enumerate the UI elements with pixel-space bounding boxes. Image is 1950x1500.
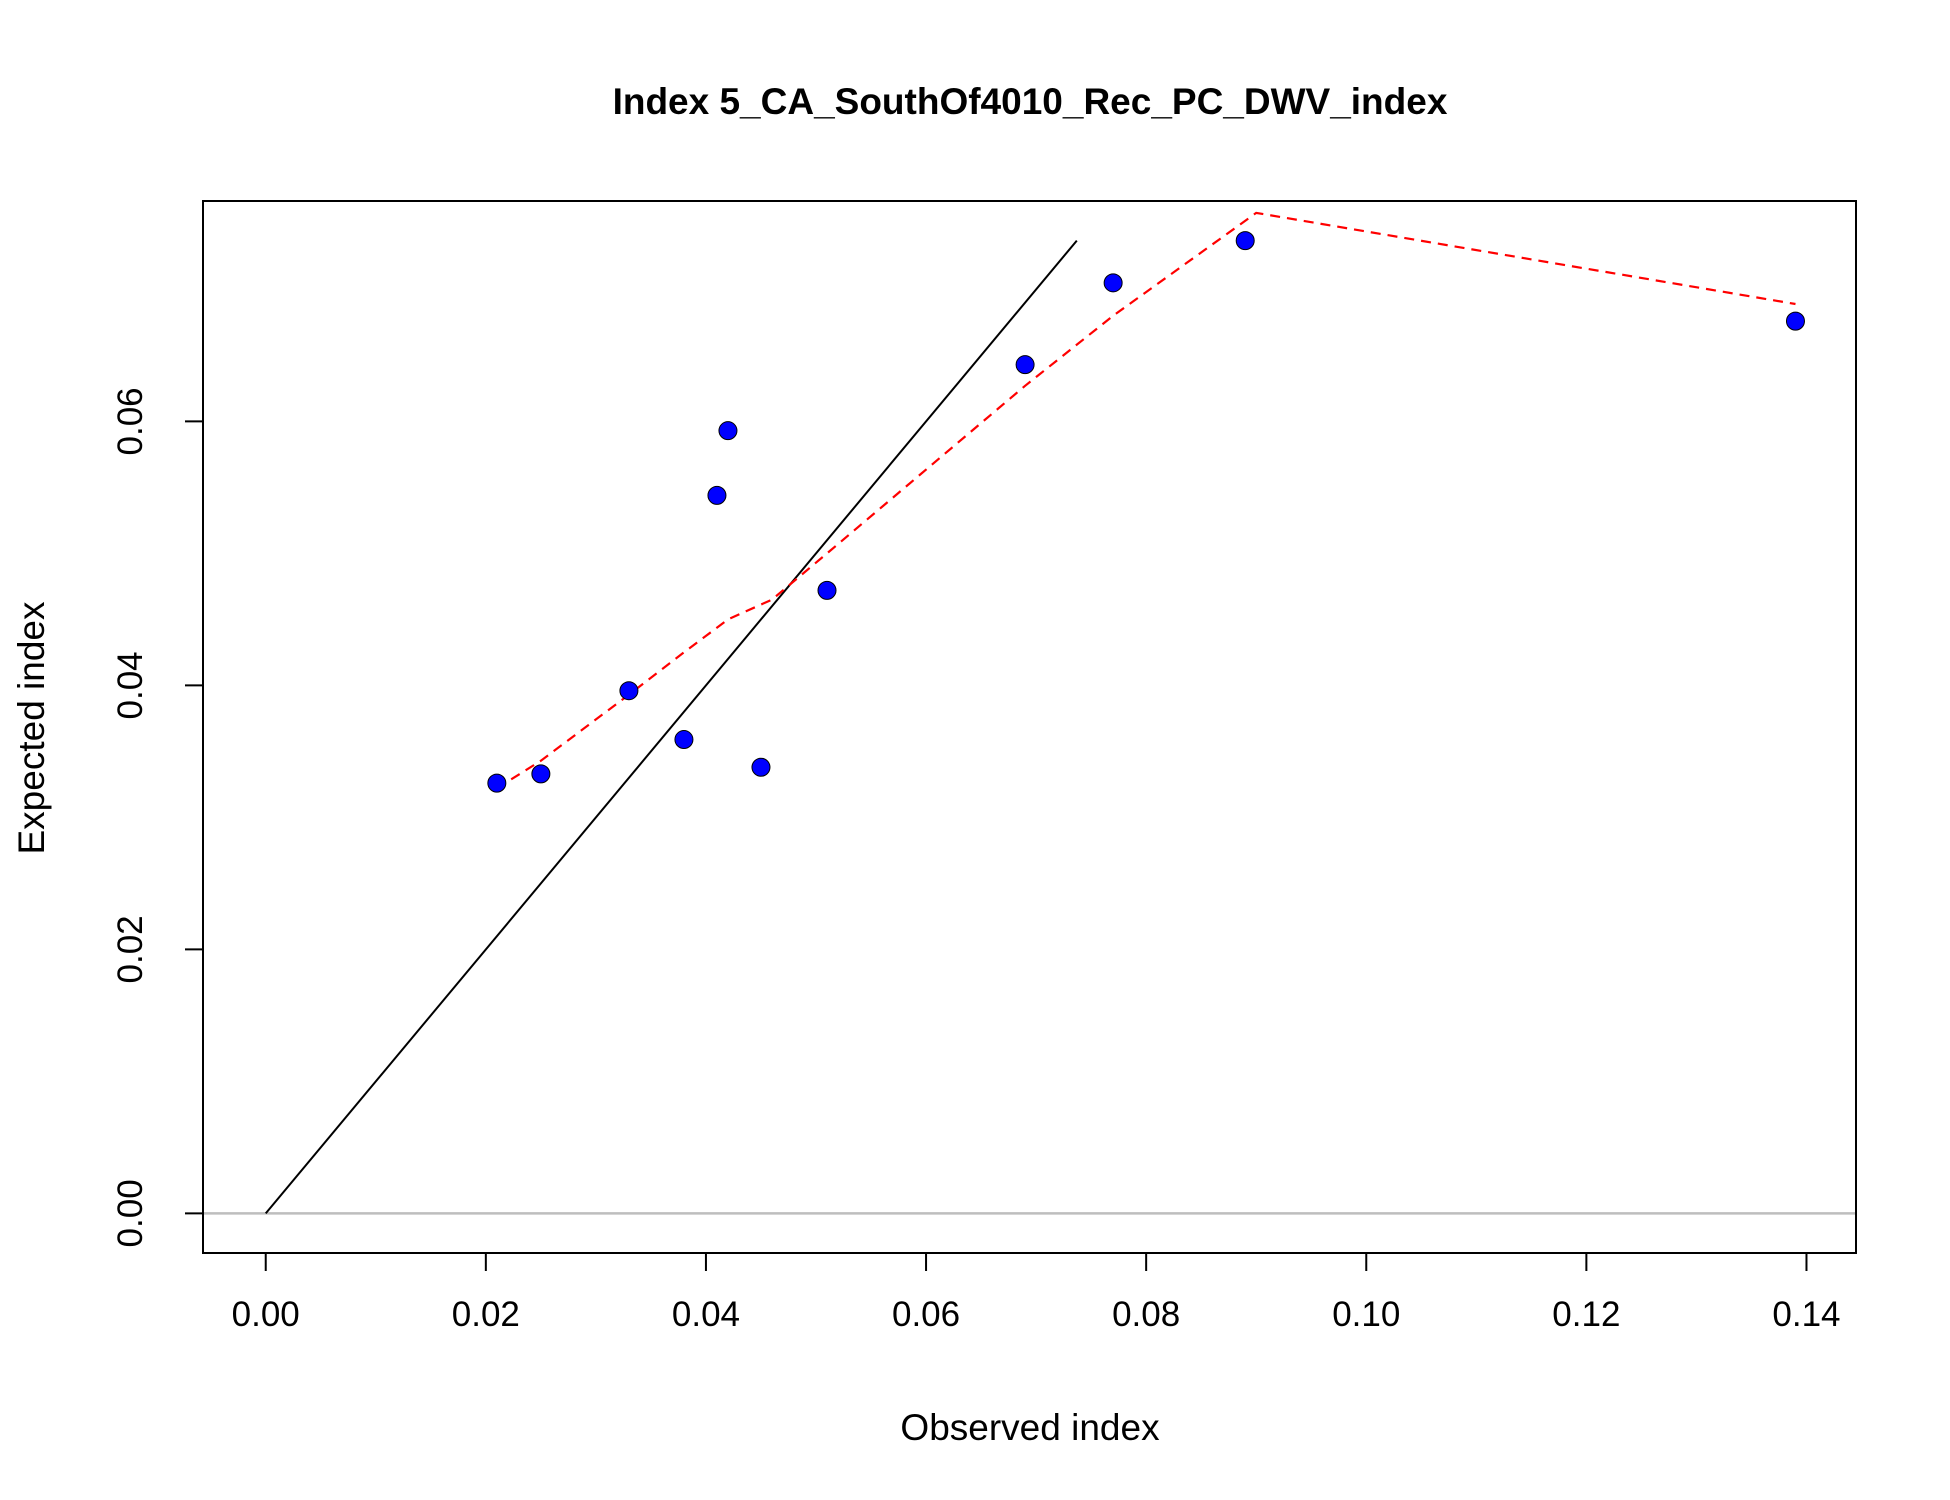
y-axis: 0.00 0.02 0.04 0.06 — [111, 387, 204, 1247]
chart-title: Index 5_CA_SouthOf4010_Rec_PC_DWV_index — [613, 81, 1448, 122]
y-axis-label: Expected index — [11, 601, 52, 855]
data-point — [487, 773, 507, 793]
data-point — [674, 730, 694, 750]
y-tick-label: 0.06 — [111, 387, 150, 455]
x-axis-label: Observed index — [900, 1407, 1160, 1448]
x-tick-label: 0.14 — [1772, 1295, 1840, 1334]
data-point — [1015, 355, 1035, 375]
smoother-line — [496, 211, 1796, 790]
y-tick-label: 0.04 — [111, 651, 150, 719]
data-point — [1103, 273, 1123, 293]
x-tick-label: 0.06 — [892, 1295, 960, 1334]
y-tick-label: 0.00 — [111, 1179, 150, 1247]
x-tick-label: 0.04 — [672, 1295, 740, 1334]
data-point — [1235, 231, 1255, 251]
identity-line — [264, 239, 1078, 1215]
y-tick-label: 0.02 — [111, 915, 150, 983]
data-point — [1785, 311, 1805, 331]
data-point — [718, 421, 738, 441]
x-tick-label: 0.12 — [1552, 1295, 1620, 1334]
data-point — [531, 764, 551, 784]
data-point — [707, 485, 727, 505]
x-tick-label: 0.00 — [232, 1295, 300, 1334]
data-point — [817, 580, 837, 600]
x-axis: 0.00 0.02 0.04 0.06 0.08 0.10 0.12 0.14 — [232, 1252, 1841, 1334]
data-point — [751, 757, 771, 777]
data-point — [619, 681, 639, 701]
x-tick-label: 0.10 — [1332, 1295, 1400, 1334]
x-tick-label: 0.02 — [452, 1295, 520, 1334]
x-tick-label: 0.08 — [1112, 1295, 1180, 1334]
